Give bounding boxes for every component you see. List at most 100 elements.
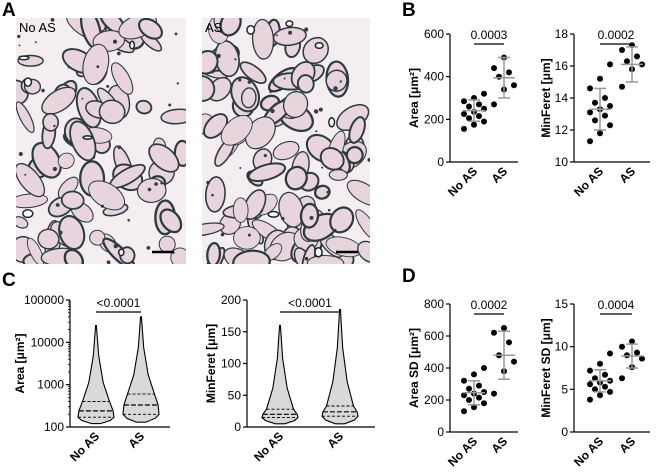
y-tick-label: 12 xyxy=(555,123,569,137)
myocyte-shape xyxy=(325,69,348,92)
y-tick-label: 16 xyxy=(555,59,569,73)
myocyte-shape xyxy=(98,99,126,125)
nucleus-dot xyxy=(18,44,21,47)
data-point xyxy=(619,83,625,90)
vessel-shape xyxy=(246,24,256,35)
y-tick-label: 0 xyxy=(561,425,568,439)
data-point xyxy=(481,90,487,97)
myocyte-shape xyxy=(202,50,219,75)
nucleus-dot xyxy=(220,232,225,237)
myocyte-shape xyxy=(37,228,60,250)
nucleus-dot xyxy=(275,34,278,37)
myocyte-shape xyxy=(135,99,153,115)
data-point xyxy=(461,98,467,105)
data-point xyxy=(471,371,477,378)
data-point xyxy=(602,95,608,101)
y-tick-label: 100 xyxy=(44,420,64,434)
nucleus-dot xyxy=(313,109,319,114)
nucleus-dot xyxy=(315,130,318,133)
y-tick-label: 400 xyxy=(424,361,444,375)
chart-minferet-distribution: 0 50 100 150 200 MinFeret [μm] No AS AS <0.0001 xyxy=(204,293,375,464)
data-point xyxy=(607,122,613,129)
panel-letter-b: B xyxy=(402,0,416,21)
nucleus-dot xyxy=(211,193,214,197)
violin-shape xyxy=(77,324,115,425)
data-point xyxy=(466,103,472,110)
y-tick-label: 0 xyxy=(437,425,444,439)
y-tick-label: 10 xyxy=(555,155,569,169)
data-point xyxy=(476,394,482,401)
x-category-label: No AS xyxy=(571,164,606,199)
data-point xyxy=(466,115,472,122)
data-point xyxy=(461,377,467,384)
micrograph-label: No AS xyxy=(19,20,56,35)
data-point xyxy=(619,343,625,350)
data-point xyxy=(471,404,477,411)
data-point xyxy=(491,390,497,397)
myocyte-shape xyxy=(278,191,305,228)
nucleus-dot xyxy=(321,166,324,169)
nucleus-dot xyxy=(176,82,179,85)
myocyte-shape xyxy=(202,222,225,237)
data-point xyxy=(461,408,467,415)
myocyte-shape xyxy=(26,237,45,264)
myocyte-shape xyxy=(148,143,180,173)
nucleus-dot xyxy=(309,215,314,220)
nucleus-dot xyxy=(17,34,21,39)
micrograph-texture xyxy=(202,18,370,264)
data-point xyxy=(476,101,482,108)
vessel-shape xyxy=(117,248,125,257)
y-axis-label: Area [μm²] xyxy=(408,68,421,128)
x-category-label: No AS xyxy=(67,429,102,464)
myocyte-shape xyxy=(296,74,315,94)
nucleus-dot xyxy=(96,65,100,69)
chart-area-distribution: 100 1000 10000 100000 Area [μm²] No AS AS <0.00… xyxy=(13,293,170,464)
y-tick-label: 10 xyxy=(555,340,569,354)
nucleus-dot xyxy=(106,260,111,264)
data-point xyxy=(481,389,487,395)
myocyte-shape xyxy=(319,147,345,171)
vessel-shape xyxy=(314,247,323,258)
nucleus-dot xyxy=(18,152,23,156)
data-point xyxy=(624,58,630,65)
data-point xyxy=(506,339,512,346)
y-tick-label: 1000 xyxy=(37,378,64,392)
data-point xyxy=(597,360,603,367)
data-point xyxy=(476,113,482,120)
myocyte-shape xyxy=(16,216,29,229)
myocyte-shape xyxy=(243,189,267,220)
myocyte-shape xyxy=(16,193,49,209)
y-tick-label: 50 xyxy=(228,388,242,402)
nucleus-dot xyxy=(247,233,251,237)
nucleus-dot xyxy=(263,154,267,158)
nucleus-dot xyxy=(238,78,242,82)
nucleus-dot xyxy=(34,41,37,44)
data-point xyxy=(461,111,467,117)
myocyte-shape xyxy=(346,179,370,206)
violin-shape xyxy=(122,316,160,423)
x-category-label: AS xyxy=(324,429,346,451)
data-point xyxy=(466,385,472,392)
nucleus-dot xyxy=(339,80,342,83)
nucleus-dot xyxy=(53,124,56,128)
data-point xyxy=(466,397,472,403)
nucleus-dot xyxy=(58,230,63,235)
data-point xyxy=(602,371,608,378)
y-tick-label: 100000 xyxy=(24,293,64,307)
nucleus-dot xyxy=(216,53,221,59)
myocyte-shape xyxy=(220,115,253,146)
nucleus-dot xyxy=(112,39,118,44)
vessel-shape xyxy=(23,77,33,87)
chart-area-sd: 0 200 400 600 800 Area SD [μm²] No AS AS 0.0002 xyxy=(408,297,518,469)
data-point xyxy=(619,375,625,382)
data-point xyxy=(496,73,502,80)
vessel-shape xyxy=(314,41,324,50)
data-point xyxy=(587,381,593,388)
myocyte-shape xyxy=(69,120,97,162)
myocyte-shape xyxy=(60,190,85,210)
data-point xyxy=(587,367,593,374)
panel-letter-c: C xyxy=(2,270,16,291)
data-point xyxy=(634,349,640,356)
y-tick-label: 400 xyxy=(424,70,444,84)
